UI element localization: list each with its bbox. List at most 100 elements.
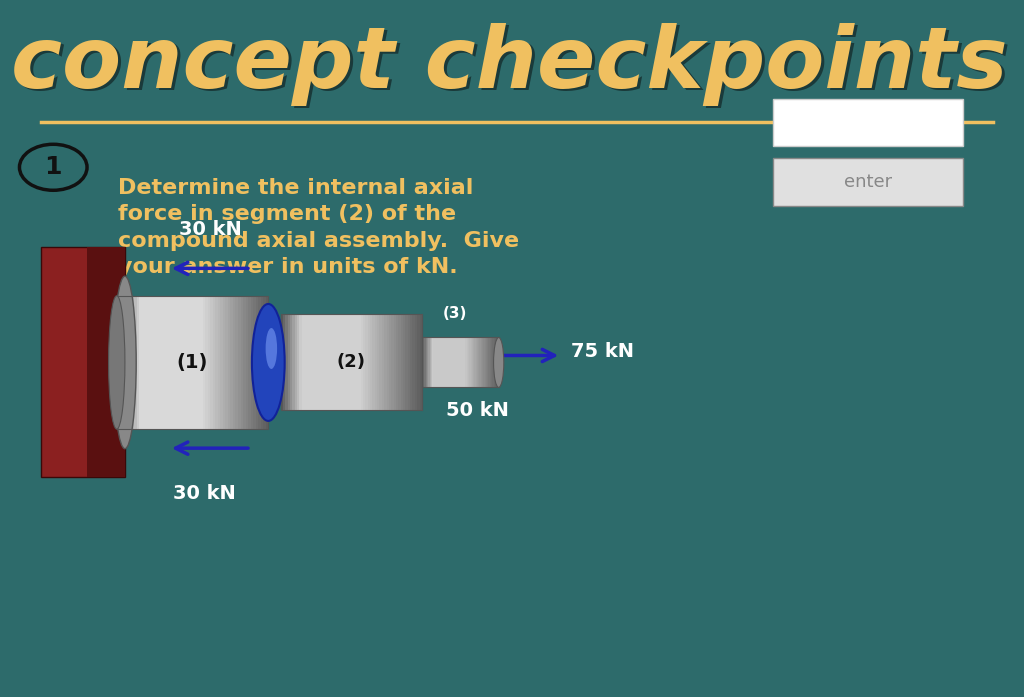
Bar — [472, 337, 473, 388]
Bar — [457, 337, 459, 388]
Bar — [349, 314, 352, 411]
Bar — [420, 314, 423, 411]
Text: 30 kN: 30 kN — [173, 484, 237, 503]
Bar — [438, 337, 440, 388]
Bar — [447, 337, 450, 388]
Bar — [172, 296, 175, 429]
Bar — [358, 314, 361, 411]
Bar — [200, 296, 203, 429]
Bar — [471, 337, 472, 388]
Bar — [497, 337, 498, 388]
Bar — [403, 314, 406, 411]
Bar — [150, 296, 153, 429]
Bar — [220, 296, 223, 429]
Bar — [225, 296, 228, 429]
Bar — [344, 314, 347, 411]
Bar — [153, 296, 156, 429]
Bar — [453, 337, 455, 388]
Bar — [400, 314, 403, 411]
Bar — [139, 296, 142, 429]
Bar — [147, 296, 151, 429]
Bar — [488, 337, 490, 388]
Bar — [137, 296, 140, 429]
Bar — [446, 337, 449, 388]
Bar — [208, 296, 211, 429]
Bar — [263, 296, 266, 429]
Bar — [232, 296, 236, 429]
Bar — [304, 314, 307, 411]
Bar — [326, 314, 329, 411]
Bar — [422, 337, 499, 388]
Ellipse shape — [494, 337, 504, 388]
Bar — [309, 314, 311, 411]
Bar — [398, 314, 401, 411]
Bar — [241, 296, 244, 429]
Bar — [432, 337, 434, 388]
Bar — [246, 296, 249, 429]
Bar — [193, 296, 196, 429]
Bar — [483, 337, 485, 388]
Bar — [417, 314, 420, 411]
Bar — [160, 296, 163, 429]
Bar — [177, 296, 180, 429]
Bar — [495, 337, 497, 388]
Bar — [261, 296, 264, 429]
Text: 75 kN: 75 kN — [571, 342, 635, 362]
Ellipse shape — [109, 296, 125, 429]
Bar — [215, 296, 218, 429]
Bar — [382, 314, 385, 411]
Bar — [465, 337, 467, 388]
Ellipse shape — [114, 276, 136, 449]
Bar — [462, 337, 463, 388]
Bar — [481, 337, 482, 388]
Bar — [425, 337, 426, 388]
Polygon shape — [87, 247, 125, 477]
Bar — [469, 337, 471, 388]
Bar — [461, 337, 462, 388]
Text: concept checkpoints: concept checkpoints — [10, 22, 1008, 106]
Bar — [459, 337, 461, 388]
Bar — [396, 314, 399, 411]
Bar — [449, 337, 451, 388]
Bar — [489, 337, 492, 388]
Text: 50 kN: 50 kN — [445, 401, 509, 420]
Bar — [318, 314, 322, 411]
Bar — [433, 337, 435, 388]
Bar — [484, 337, 486, 388]
Bar — [492, 337, 493, 388]
Bar — [428, 337, 430, 388]
Bar — [117, 296, 268, 429]
Bar — [167, 296, 170, 429]
Bar — [364, 314, 366, 411]
Bar — [281, 314, 422, 411]
Bar — [422, 337, 424, 388]
Bar — [370, 314, 373, 411]
Bar — [373, 314, 376, 411]
Bar — [464, 337, 466, 388]
Bar — [155, 296, 158, 429]
Bar — [440, 337, 441, 388]
Bar — [302, 314, 305, 411]
Bar — [389, 314, 392, 411]
Circle shape — [19, 144, 87, 190]
Bar — [311, 314, 314, 411]
Text: (2): (2) — [337, 353, 366, 372]
Bar — [315, 314, 318, 411]
Bar — [482, 337, 483, 388]
Bar — [213, 296, 216, 429]
Bar — [346, 314, 349, 411]
Bar — [478, 337, 480, 388]
Bar — [410, 314, 413, 411]
Bar — [119, 296, 122, 429]
Bar — [458, 337, 460, 388]
Bar — [366, 314, 369, 411]
Bar — [323, 314, 326, 411]
Bar — [477, 337, 479, 388]
Bar — [182, 296, 185, 429]
Bar — [479, 337, 481, 388]
Bar — [437, 337, 439, 388]
Bar — [283, 314, 286, 411]
Bar — [393, 314, 396, 411]
Bar — [391, 314, 394, 411]
Bar — [494, 337, 496, 388]
